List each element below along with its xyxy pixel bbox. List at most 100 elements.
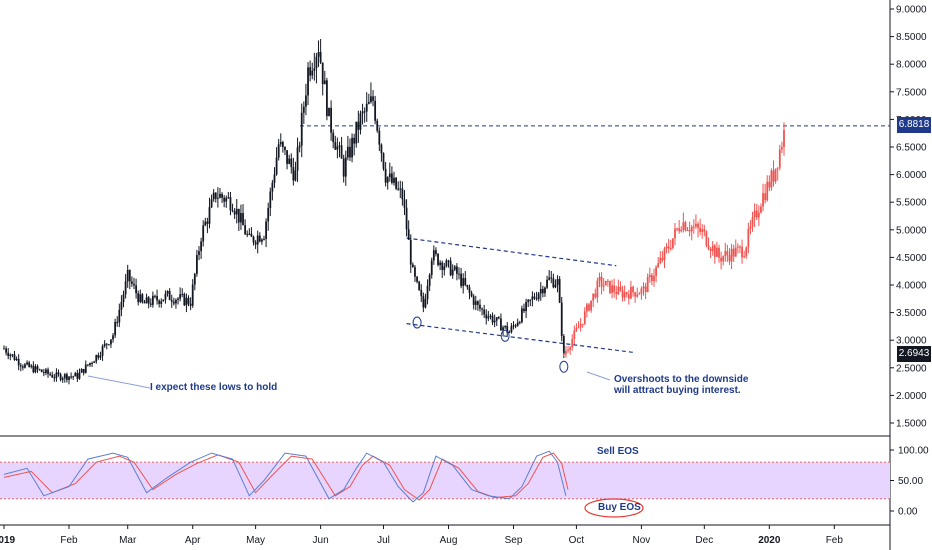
candle-body	[187, 297, 190, 304]
projected-candle-body	[688, 230, 691, 232]
candle-body	[120, 302, 123, 310]
candle-body	[263, 238, 265, 240]
candle-body	[328, 107, 330, 117]
price-tick-label: 3.5000	[896, 308, 927, 319]
candle-body	[353, 137, 356, 144]
stoch-k-line	[3, 450, 567, 503]
candle-body	[89, 362, 91, 366]
projected-candle-body	[732, 248, 735, 257]
candle-body	[204, 221, 207, 226]
low-circle	[412, 316, 422, 329]
candle-body	[70, 376, 72, 378]
candle-body	[281, 142, 284, 147]
projected-candle-body	[562, 354, 565, 355]
lows-pointer-line	[87, 375, 151, 389]
candle-body	[342, 158, 345, 177]
candle-body	[523, 308, 525, 312]
time-tick-label: May	[246, 535, 265, 546]
candle-body	[309, 67, 312, 76]
candle-body	[112, 335, 114, 340]
projected-candle-body	[611, 285, 613, 293]
candle-body	[487, 316, 490, 319]
candle-body	[315, 56, 318, 69]
projected-candle-body	[659, 257, 662, 264]
candle-body	[223, 197, 226, 202]
candle-body	[422, 296, 425, 308]
candle-body	[405, 207, 408, 230]
candle-body	[399, 188, 402, 190]
candle-body	[166, 291, 169, 294]
projected-candle-body	[753, 210, 756, 218]
candle-body	[388, 173, 391, 178]
candle-body	[170, 300, 173, 302]
candle-body	[502, 327, 504, 331]
candle-body	[357, 121, 360, 130]
time-tick-label: Jun	[313, 535, 329, 546]
candle-body	[340, 145, 343, 159]
osc-tick-label: 50.00	[898, 476, 923, 487]
candle-body	[518, 322, 521, 324]
candle-body	[68, 376, 70, 380]
overshoot-pointer-line	[586, 371, 611, 381]
projected-candle-body	[586, 304, 588, 312]
annotation-lows: I expect these lows to hold	[150, 382, 278, 393]
candle-body	[290, 158, 293, 168]
projected-candle-body	[770, 170, 773, 188]
candle-body	[533, 296, 536, 299]
sell-eos-label: Sell EOS	[597, 446, 639, 457]
projected-candle-body	[569, 347, 572, 350]
candle-body	[504, 325, 507, 328]
candle-body	[294, 170, 297, 181]
projected-candle-body	[609, 280, 611, 293]
candle-body	[177, 298, 179, 300]
projected-candle-body	[581, 323, 584, 325]
candle-body	[269, 191, 272, 209]
candle-body	[338, 145, 341, 147]
projected-candle-body	[594, 293, 597, 298]
candle-body	[539, 288, 542, 294]
projected-candle-body	[583, 311, 586, 324]
candle-body	[252, 236, 255, 243]
candle-body	[116, 322, 119, 324]
projected-candle-body	[613, 285, 616, 292]
candle-body	[164, 293, 167, 300]
channel-lower-line	[406, 323, 634, 353]
candle-body	[110, 339, 112, 345]
projected-candle-body	[617, 286, 620, 295]
projected-candle-body	[745, 247, 748, 257]
candle-body	[179, 294, 182, 299]
projected-candle-body	[699, 227, 702, 232]
candle-body	[529, 299, 532, 301]
candle-body	[428, 274, 431, 286]
candle-body	[401, 188, 404, 200]
candle-body	[248, 233, 251, 235]
candle-body	[61, 378, 64, 380]
candle-body	[541, 288, 544, 294]
projected-candle-body	[705, 231, 708, 246]
candle-body	[149, 303, 152, 305]
candle-body	[546, 279, 548, 288]
candle-body	[430, 260, 433, 275]
projected-candle-body	[730, 248, 733, 262]
candle-body	[91, 362, 93, 364]
candle-body	[367, 102, 370, 104]
candle-body	[456, 266, 458, 274]
candle-body	[334, 142, 337, 150]
candle-body	[3, 348, 5, 350]
candle-body	[435, 250, 437, 254]
candle-body	[493, 320, 496, 323]
time-axis: 2019 Feb Mar Apr May Jun Jul Aug Sep Oct Nov Dec 202…	[0, 524, 890, 546]
projected-candle-body	[615, 291, 618, 295]
projected-candle-body	[665, 246, 668, 249]
candle-body	[114, 322, 117, 336]
projected-candle-body	[606, 280, 609, 282]
candle-body	[273, 174, 276, 183]
candle-body	[212, 192, 215, 200]
candle-body	[288, 158, 291, 164]
time-tick-label: Apr	[185, 535, 201, 546]
candle-body	[240, 213, 242, 223]
candle-body	[66, 374, 68, 380]
candle-body	[500, 318, 502, 331]
candle-body	[93, 361, 96, 363]
